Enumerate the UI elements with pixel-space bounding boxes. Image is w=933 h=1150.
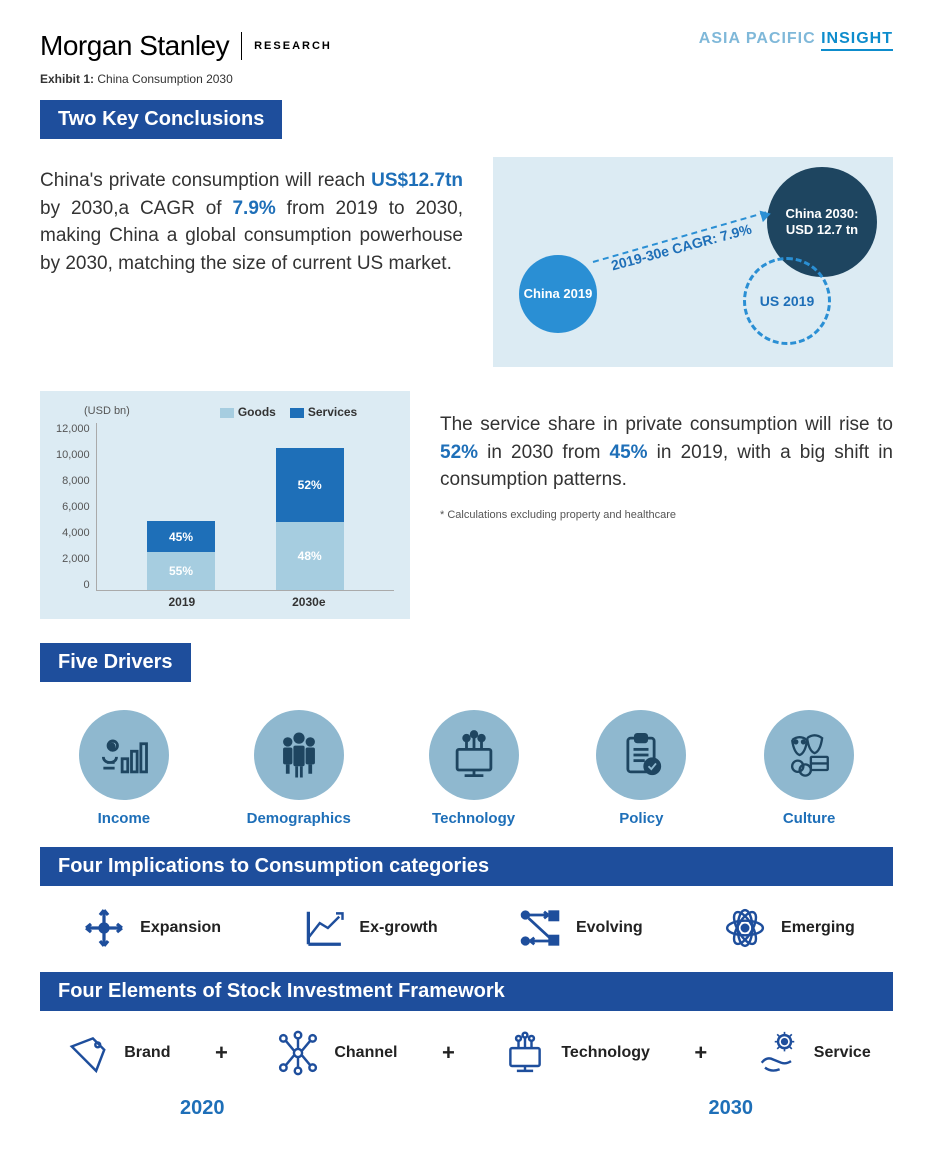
plot-area: 55% 45% 48% 52% — [96, 423, 394, 591]
evolving-icon — [514, 902, 566, 954]
framework-row: Brand + Channel + Technology + Service — [40, 1027, 893, 1079]
bar-2019: 55% 45% — [147, 521, 215, 590]
fw-brand-label: Brand — [124, 1044, 170, 1062]
c2-val1: 52% — [440, 442, 478, 463]
year-right: 2030 — [709, 1097, 754, 1120]
c2-mid1: in 2030 from — [487, 442, 609, 463]
driver-income: $ Income — [79, 710, 169, 827]
plus-1: + — [215, 1040, 228, 1066]
drivers-row: $ Income Demographics Technology Policy — [40, 710, 893, 827]
c2-pre: The service share in private consumption… — [440, 414, 893, 435]
driver-demographics: Demographics — [247, 710, 351, 827]
legend-services: Services — [290, 405, 357, 419]
bubble-china-2030-l1: China 2030: — [786, 206, 859, 222]
fw-channel: Channel — [272, 1027, 397, 1079]
fw-technology: Technology — [499, 1027, 650, 1079]
bar-2019-services: 45% — [147, 521, 215, 552]
cagr-label: 2019-30e CAGR: 7.9% — [609, 221, 753, 274]
expansion-icon — [78, 902, 130, 954]
impl-exgrowth-label: Ex-growth — [359, 919, 437, 937]
plus-3: + — [694, 1040, 707, 1066]
driver-technology: Technology — [429, 710, 519, 827]
swatch-services — [290, 408, 304, 418]
brand-divider — [241, 32, 242, 60]
implications-row: Expansion Ex-growth Evolving Emerging — [40, 902, 893, 954]
c1-val2: 7.9% — [232, 198, 275, 219]
banner-framework: Four Elements of Stock Investment Framew… — [40, 972, 893, 1011]
impl-emerging-label: Emerging — [781, 919, 855, 937]
fw-channel-label: Channel — [334, 1044, 397, 1062]
impl-emerging: Emerging — [719, 902, 855, 954]
policy-icon — [596, 710, 686, 800]
exgrowth-icon — [297, 902, 349, 954]
bubble-diagram: China 2019 China 2030: USD 12.7 tn US 20… — [493, 157, 893, 367]
c1-mid1: by 2030,a CAGR of — [40, 198, 232, 219]
impl-evolving-label: Evolving — [576, 919, 643, 937]
legend-goods: Goods — [220, 405, 276, 419]
impl-evolving: Evolving — [514, 902, 643, 954]
swatch-goods — [220, 408, 234, 418]
bar-2030-goods: 48% — [276, 522, 344, 590]
bar-2030-services: 52% — [276, 448, 344, 522]
bar-2019-goods: 55% — [147, 552, 215, 590]
y-ticks: 12,000 10,000 8,000 6,000 4,000 2,000 0 — [56, 423, 96, 591]
demographics-icon — [254, 710, 344, 800]
c2-val2: 45% — [610, 442, 648, 463]
exhibit-label: Exhibit 1: — [40, 72, 94, 86]
channel-icon — [272, 1027, 324, 1079]
driver-income-label: Income — [98, 810, 151, 827]
stacked-bar-chart: (USD bn) Goods Services 12,000 10,000 8,… — [40, 391, 410, 619]
conclusion2-text: The service share in private consumption… — [440, 391, 893, 524]
footnote: * Calculations excluding property and he… — [440, 508, 893, 524]
bubble-china-2030-l2: USD 12.7 tn — [786, 222, 859, 238]
brand-name: Morgan Stanley — [40, 30, 229, 62]
fw-brand: Brand — [62, 1027, 170, 1079]
bubble-us-2019: US 2019 — [743, 257, 831, 345]
insight-badge: ASIA PACIFIC INSIGHT — [699, 30, 893, 48]
impl-expansion: Expansion — [78, 902, 221, 954]
driver-technology-label: Technology — [432, 810, 515, 827]
chart-unit: (USD bn) — [84, 405, 130, 417]
insight-pre: ASIA PACIFIC — [699, 30, 821, 47]
emerging-icon — [719, 902, 771, 954]
income-icon: $ — [79, 710, 169, 800]
tech-icon — [499, 1027, 551, 1079]
x-labels: 2019 2030e — [56, 591, 394, 609]
brand-block: Morgan Stanley RESEARCH — [40, 30, 332, 62]
fw-service: Service — [752, 1027, 871, 1079]
exhibit-line: Exhibit 1: China Consumption 2030 — [40, 72, 893, 86]
driver-culture: Culture — [764, 710, 854, 827]
banner-drivers: Five Drivers — [40, 643, 191, 682]
plus-2: + — [442, 1040, 455, 1066]
exhibit-title: China Consumption 2030 — [97, 72, 232, 86]
conclusion1-text: China's private consumption will reach U… — [40, 157, 463, 277]
bubble-china-2019: China 2019 — [519, 255, 597, 333]
banner-conclusions: Two Key Conclusions — [40, 100, 282, 139]
c1-val1: US$12.7tn — [371, 170, 463, 191]
driver-demographics-label: Demographics — [247, 810, 351, 827]
impl-exgrowth: Ex-growth — [297, 902, 437, 954]
years-row: 2020 2030 — [40, 1097, 893, 1120]
service-icon — [752, 1027, 804, 1079]
chart-legend: Goods Services — [220, 405, 357, 419]
banner-implications: Four Implications to Consumption categor… — [40, 847, 893, 886]
technology-icon — [429, 710, 519, 800]
driver-policy: Policy — [596, 710, 686, 827]
c1-pre: China's private consumption will reach — [40, 170, 371, 191]
x-2030e: 2030e — [292, 595, 325, 609]
driver-culture-label: Culture — [783, 810, 836, 827]
year-left: 2020 — [180, 1097, 225, 1120]
brand-icon — [62, 1027, 114, 1079]
bar-2030e: 48% 52% — [276, 448, 344, 590]
fw-technology-label: Technology — [561, 1044, 650, 1062]
brand-sub: RESEARCH — [254, 40, 332, 52]
impl-expansion-label: Expansion — [140, 919, 221, 937]
culture-icon — [764, 710, 854, 800]
driver-policy-label: Policy — [619, 810, 663, 827]
x-2019: 2019 — [168, 595, 195, 609]
insight-post: INSIGHT — [821, 30, 893, 51]
fw-service-label: Service — [814, 1044, 871, 1062]
